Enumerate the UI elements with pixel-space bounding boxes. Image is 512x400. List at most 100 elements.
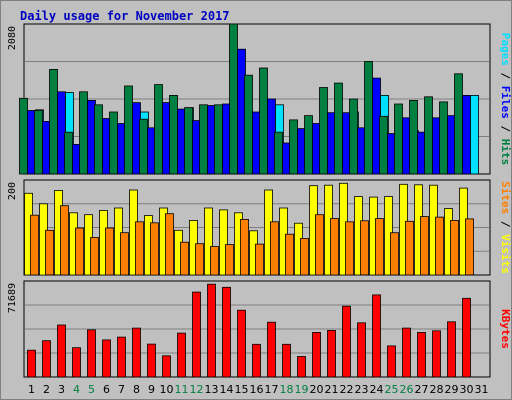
hits-bar-hits bbox=[19, 97, 28, 175]
x-tick-label: 17 bbox=[265, 383, 279, 396]
hits-bar-hits bbox=[169, 95, 178, 175]
hits-bar-hits bbox=[319, 87, 328, 175]
visits-bar-sites bbox=[390, 232, 399, 276]
kbytes-scale-max: 71689 bbox=[7, 283, 18, 313]
hits-bar-hits bbox=[124, 85, 133, 175]
visits-bar-sites bbox=[180, 241, 189, 276]
visits-bar-sites bbox=[270, 221, 279, 276]
visits-bar-sites bbox=[45, 229, 54, 276]
kbytes-bar-kbytes bbox=[222, 286, 231, 378]
hits-bar-hits bbox=[139, 118, 148, 175]
visits-bar-sites bbox=[405, 220, 414, 276]
hits-bar-hits bbox=[229, 23, 238, 175]
visits-bar-sites bbox=[165, 213, 174, 276]
visits-axis-label-part: / bbox=[499, 214, 512, 234]
hits-bar-hits bbox=[409, 100, 418, 175]
kbytes-axis-label-part: KBytes bbox=[499, 309, 512, 349]
visits-axis-label-part: Visits bbox=[499, 234, 512, 274]
visits-scale-max: 200 bbox=[7, 182, 18, 200]
x-tick-label: 30 bbox=[460, 383, 474, 396]
x-tick-label: 25 bbox=[385, 383, 399, 396]
x-tick-label: 23 bbox=[355, 383, 369, 396]
visits-bar-sites bbox=[465, 218, 474, 276]
x-tick-label: 18 bbox=[280, 383, 294, 396]
x-tick-label: 7 bbox=[118, 383, 125, 396]
x-tick-label: 8 bbox=[133, 383, 140, 396]
chart-title: Daily usage for November 2017 bbox=[20, 9, 230, 23]
x-tick-label: 10 bbox=[160, 383, 174, 396]
kbytes-bar-kbytes bbox=[207, 283, 216, 378]
x-tick-label: 19 bbox=[295, 383, 309, 396]
visits-bar-sites bbox=[300, 237, 309, 276]
visits-bar-sites bbox=[210, 246, 219, 276]
kbytes-bar-kbytes bbox=[267, 321, 276, 378]
kbytes-bar-kbytes bbox=[102, 339, 111, 378]
kbytes-bar-kbytes bbox=[117, 336, 126, 378]
hits-bar-hits bbox=[259, 67, 268, 175]
hits-bar-hits bbox=[184, 107, 193, 175]
hits-bar-hits bbox=[304, 115, 313, 175]
visits-bar-sites bbox=[195, 243, 204, 276]
hits-bar-hits bbox=[34, 110, 43, 175]
kbytes-bar-kbytes bbox=[42, 340, 51, 378]
visits-bar-sites bbox=[255, 243, 264, 276]
kbytes-bar-kbytes bbox=[387, 345, 396, 378]
hits-bar-hits bbox=[214, 104, 223, 175]
kbytes-bar-kbytes bbox=[282, 343, 291, 378]
hits-bar-hits bbox=[64, 131, 73, 175]
x-tick-label: 1 bbox=[28, 383, 35, 396]
kbytes-bar-kbytes bbox=[462, 297, 471, 378]
plot-layer: 2080 Pages / Files / Hits 200 Sites / Visit… bbox=[7, 23, 512, 396]
kbytes-bar-kbytes bbox=[132, 327, 141, 378]
x-tick-label: 4 bbox=[73, 383, 80, 396]
hits-bar-hits bbox=[454, 73, 463, 175]
hits-axis-label-part: Files bbox=[499, 86, 512, 119]
hits-axis-label-part: Pages bbox=[499, 33, 512, 66]
kbytes-bar-kbytes bbox=[57, 324, 66, 378]
hits-axis-label-part: / bbox=[499, 119, 512, 139]
x-tick-label: 14 bbox=[220, 383, 234, 396]
hits-scale-max: 2080 bbox=[7, 26, 18, 50]
x-tick-label: 31 bbox=[475, 383, 489, 396]
visits-axis-label: Sites / Visits bbox=[499, 181, 512, 274]
visits-bar-sites bbox=[420, 216, 429, 276]
hits-axis-label-part: Hits bbox=[499, 139, 512, 166]
kbytes-bar-kbytes bbox=[402, 327, 411, 378]
x-tick-label: 2 bbox=[43, 383, 50, 396]
visits-bar-sites bbox=[30, 214, 39, 276]
kbytes-bar-kbytes bbox=[417, 331, 426, 378]
visits-bar-sites bbox=[285, 233, 294, 276]
kbytes-bar-kbytes bbox=[192, 291, 201, 378]
x-tick-label: 27 bbox=[415, 383, 429, 396]
kbytes-bar-kbytes bbox=[312, 331, 321, 378]
x-tick-label: 28 bbox=[430, 383, 444, 396]
visits-bar-sites bbox=[330, 218, 339, 276]
visits-bar-sites bbox=[375, 218, 384, 276]
hits-bar-files bbox=[462, 95, 471, 175]
kbytes-bar-kbytes bbox=[162, 355, 171, 378]
visits-bar-sites bbox=[435, 216, 444, 276]
hits-bar-hits bbox=[79, 91, 88, 175]
x-tick-label: 22 bbox=[340, 383, 354, 396]
visits-bar-sites bbox=[225, 244, 234, 276]
hits-bar-hits bbox=[199, 104, 208, 175]
hits-bar-hits bbox=[109, 111, 118, 175]
kbytes-bar-kbytes bbox=[237, 309, 246, 378]
hits-bar-hits bbox=[334, 82, 343, 175]
x-tick-label: 3 bbox=[58, 383, 65, 396]
x-tick-label: 11 bbox=[175, 383, 189, 396]
visits-bar-sites bbox=[75, 227, 84, 276]
kbytes-bar-kbytes bbox=[27, 349, 36, 378]
hits-axis-label: Pages / Files / Hits bbox=[499, 33, 512, 166]
hits-axis-label-part: / bbox=[499, 66, 512, 86]
visits-bar-sites bbox=[105, 227, 114, 276]
hits-bar-hits bbox=[154, 84, 163, 175]
visits-bar-visits bbox=[204, 207, 213, 276]
x-tick-label: 9 bbox=[148, 383, 155, 396]
visits-bar-sites bbox=[135, 221, 144, 276]
kbytes-bar-kbytes bbox=[177, 332, 186, 378]
visits-axis-label-part: Sites bbox=[499, 181, 512, 214]
x-tick-label: 15 bbox=[235, 383, 249, 396]
kbytes-bar-kbytes bbox=[87, 329, 96, 378]
